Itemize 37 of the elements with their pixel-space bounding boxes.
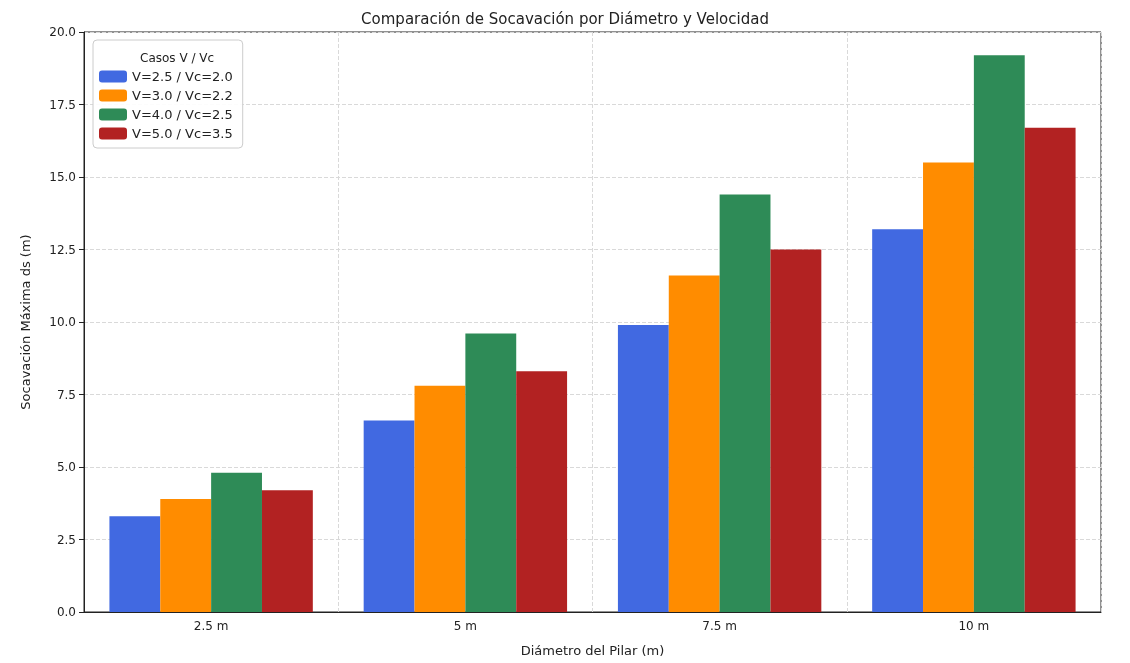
legend-label: V=3.0 / Vc=2.2 <box>132 88 233 103</box>
y-tick-label: 15.0 <box>49 170 76 184</box>
y-tick-label: 10.0 <box>49 315 76 329</box>
bar <box>414 385 466 612</box>
y-axis-title: Socavación Máxima ds (m) <box>18 234 33 410</box>
bar <box>211 472 262 612</box>
x-tick-label: 2.5 m <box>193 619 229 633</box>
bar <box>923 162 974 612</box>
bar <box>973 55 1025 612</box>
bar <box>668 275 720 612</box>
bar <box>516 371 568 612</box>
bar <box>1024 127 1076 612</box>
x-tick-label: 7.5 m <box>702 619 737 633</box>
x-tick-label: 5 m <box>453 619 477 633</box>
bar <box>719 194 771 612</box>
chart-title: Comparación de Socavación por Diámetro y Velocidad <box>361 9 769 28</box>
legend-title: Casos V / Vc <box>140 51 215 65</box>
x-tick-label: 10 m <box>958 619 990 633</box>
bar <box>617 324 669 612</box>
bar <box>109 516 161 612</box>
y-tick-label: 12.5 <box>49 242 76 257</box>
bar <box>465 333 517 612</box>
legend-label: V=2.5 / Vc=2.0 <box>132 69 233 84</box>
y-tick-label: 20.0 <box>49 25 76 39</box>
y-tick-label: 5.0 <box>56 460 76 474</box>
bar <box>770 249 822 612</box>
y-tick-label: 2.5 <box>56 532 76 547</box>
bar <box>160 498 212 612</box>
x-axis-title: Diámetro del Pilar (m) <box>520 643 665 658</box>
y-tick-label: 17.5 <box>49 97 76 112</box>
bar <box>872 229 924 612</box>
bar <box>363 420 415 612</box>
bar <box>261 490 313 612</box>
legend-label: V=5.0 / Vc=3.5 <box>132 126 233 141</box>
y-tick-label: 7.5 <box>56 387 76 402</box>
legend-label: V=4.0 / Vc=2.5 <box>132 107 233 122</box>
y-tick-label: 0.0 <box>56 605 76 619</box>
